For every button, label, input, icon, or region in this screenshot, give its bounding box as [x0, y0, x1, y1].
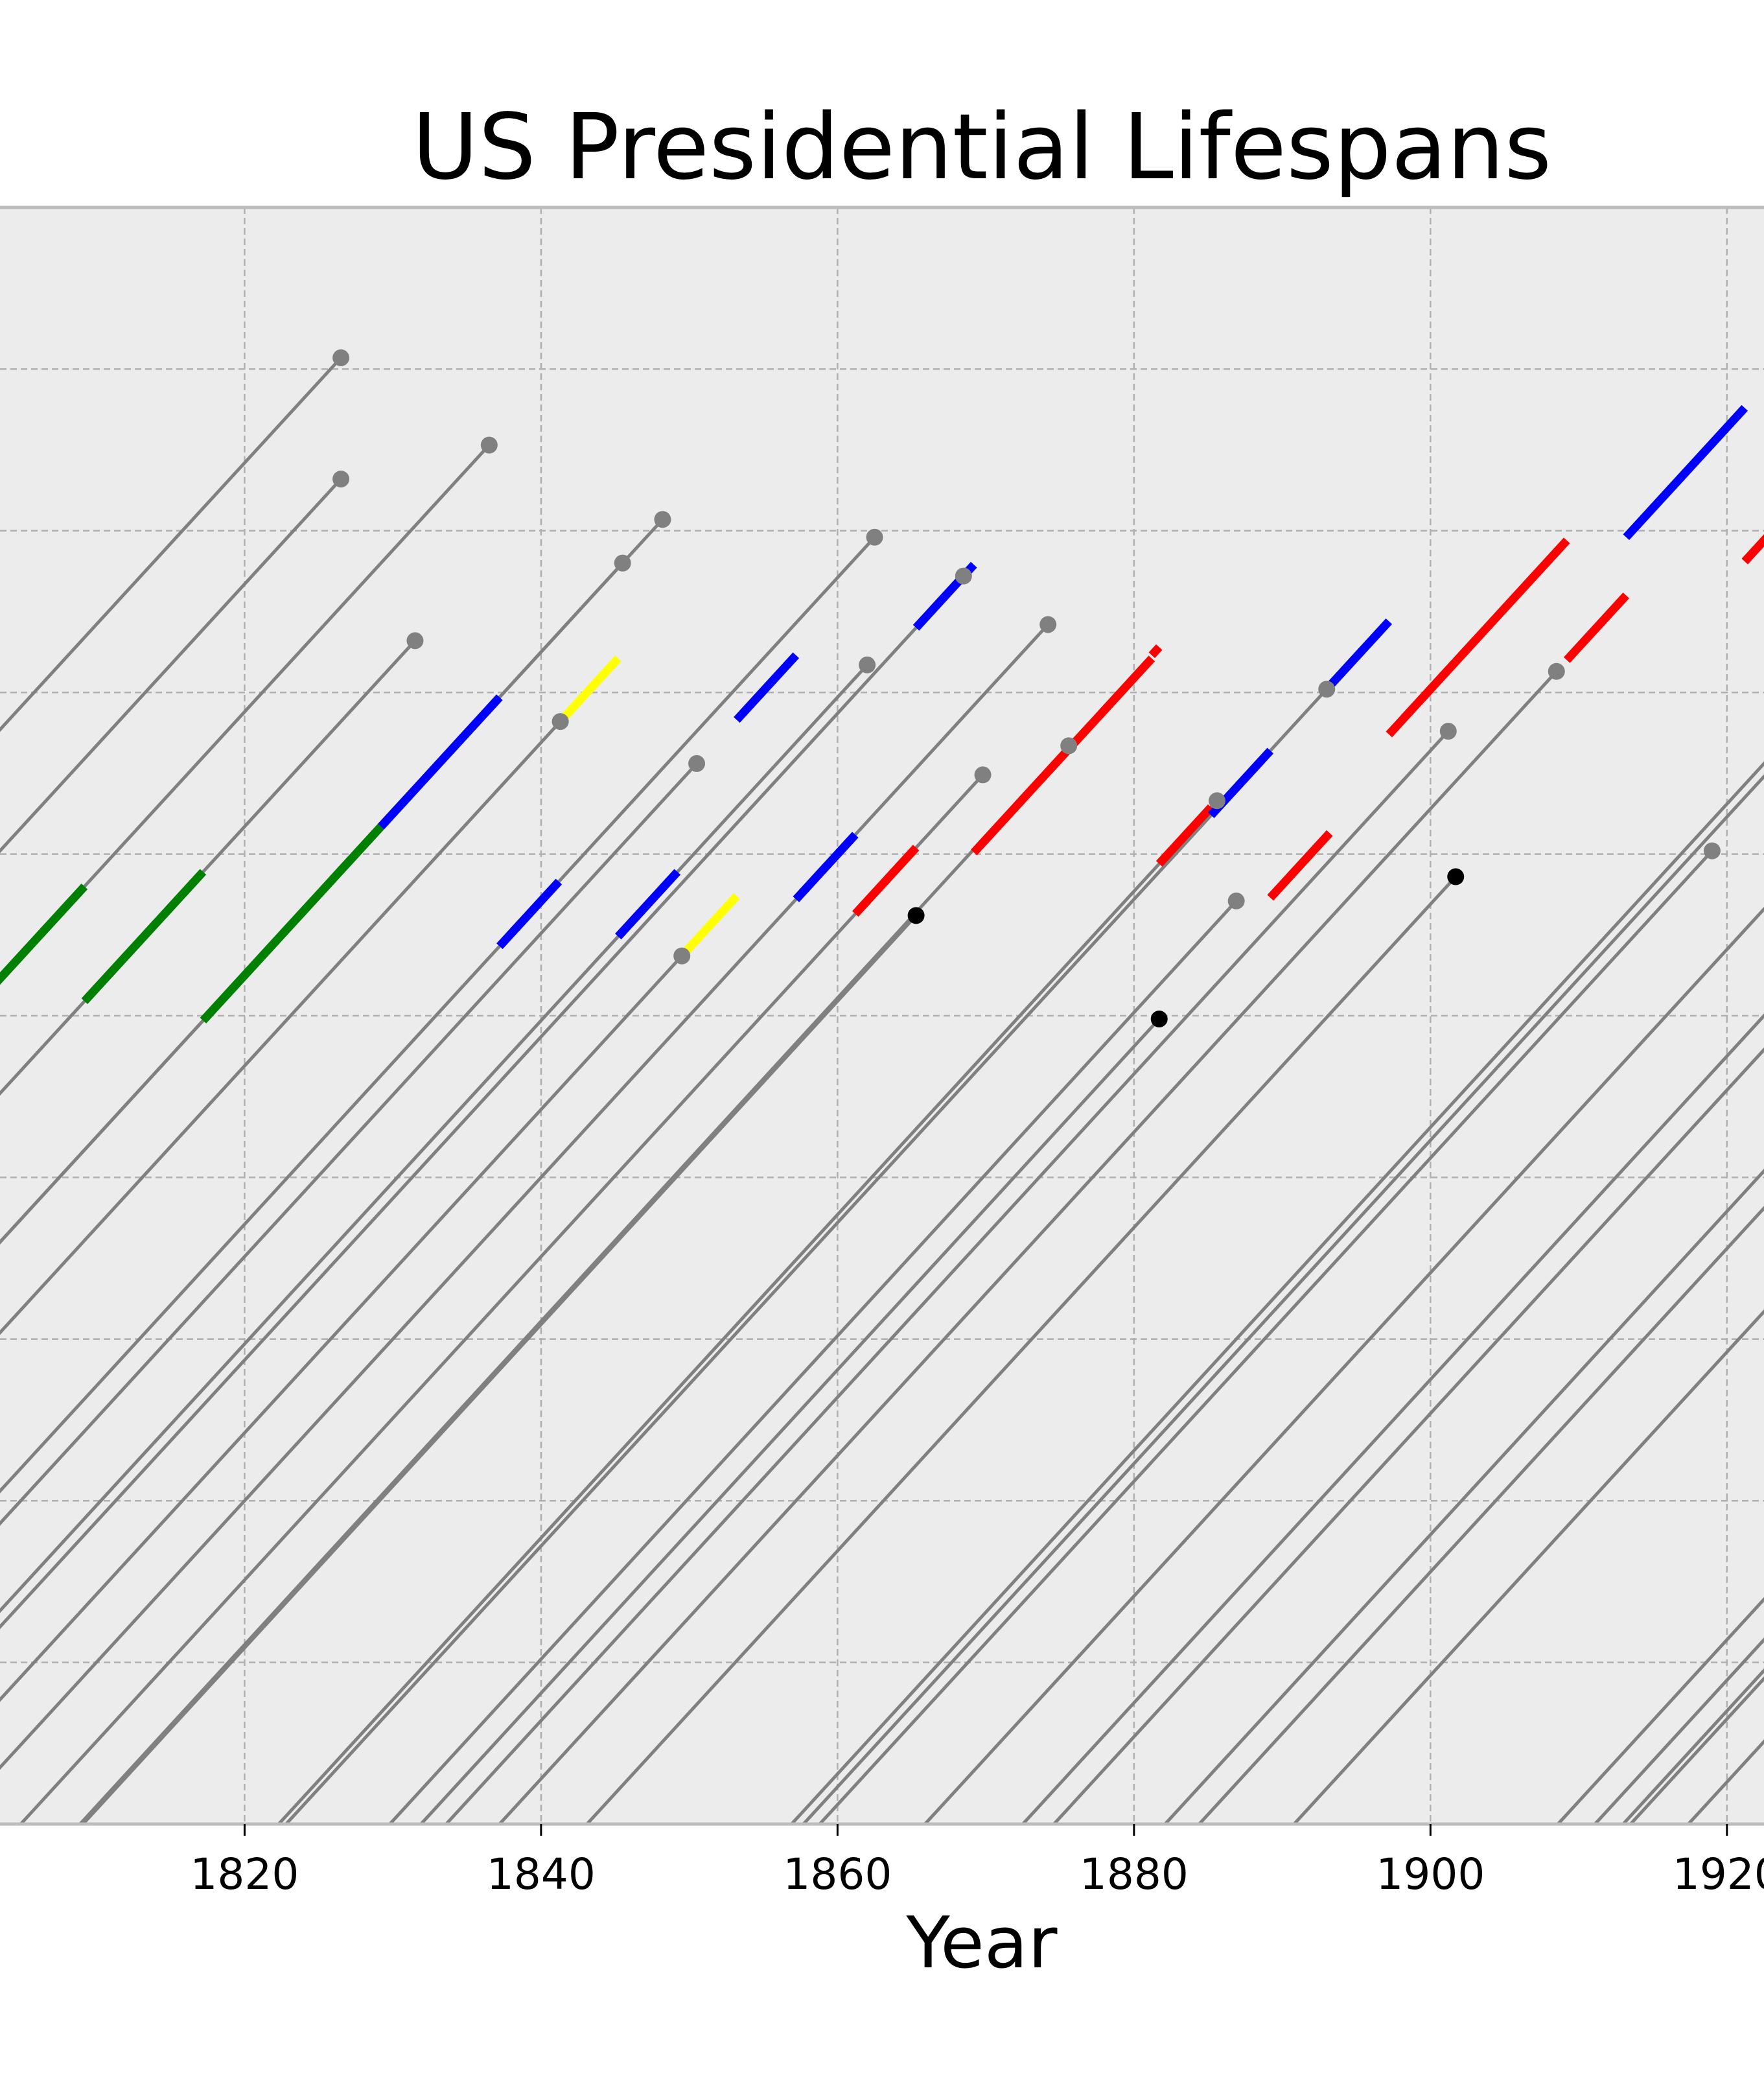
assassination-marker — [907, 907, 925, 924]
term-segment — [81, 869, 207, 1004]
lifespan-line — [1021, 1013, 1764, 1824]
lifespan-line — [0, 574, 965, 1630]
lifespan-line — [0, 443, 491, 981]
term-segment — [557, 655, 621, 725]
term-segment — [734, 652, 800, 723]
term-segment — [1267, 830, 1333, 901]
plot-border — [0, 205, 1764, 1826]
lifespan-line — [0, 639, 417, 1096]
lifespan-line — [0, 762, 698, 1526]
death-marker — [1703, 842, 1721, 860]
chart-title: US Presidential Lifespans — [412, 95, 1552, 200]
lifespan-line — [0, 478, 342, 854]
x-axis-label: Year — [906, 1901, 1058, 1984]
death-marker — [551, 713, 569, 731]
lifespan-line — [0, 955, 684, 1702]
lifespan-line — [82, 914, 918, 1824]
term-segment — [1148, 644, 1163, 659]
lifespan-line — [1198, 1206, 1764, 1824]
death-marker — [955, 567, 972, 585]
term-segment — [1452, 537, 1570, 665]
lifespan-line — [1557, 1597, 1764, 1824]
lifespan-line — [0, 664, 868, 1613]
term-segment — [200, 888, 325, 1024]
death-marker — [1060, 737, 1078, 755]
term-segment — [1089, 655, 1155, 726]
death-marker — [1039, 616, 1057, 633]
assassination-marker — [1150, 1010, 1168, 1027]
term-segment — [496, 878, 563, 950]
lifespan-line — [0, 720, 562, 1335]
lifespan-line — [78, 744, 1071, 1824]
term-segment — [1741, 534, 1764, 565]
lifespan-line — [790, 761, 1764, 1824]
death-marker — [1227, 892, 1245, 909]
lifespan-line — [1293, 1309, 1764, 1824]
term-segment — [1623, 404, 1748, 541]
lifespan-line — [277, 799, 1218, 1824]
death-marker — [654, 511, 671, 528]
death-marker — [614, 554, 631, 572]
lifespan-line — [388, 900, 1238, 1824]
lifespan-line — [419, 1018, 1161, 1824]
death-markers — [332, 349, 1721, 1027]
term-segment — [1155, 804, 1214, 867]
lifespan-line — [284, 688, 1329, 1824]
lifespan-line — [923, 906, 1764, 1824]
lifespan-line — [1052, 1047, 1764, 1824]
term-segment — [0, 884, 88, 985]
death-marker — [673, 947, 691, 965]
lifespan-line — [445, 730, 1450, 1824]
death-marker — [1439, 723, 1457, 740]
x-tick-label: 1900 — [1376, 1849, 1485, 1899]
x-tick-label: 1860 — [783, 1849, 892, 1899]
lifespan-line — [818, 849, 1713, 1824]
term-segment — [378, 694, 503, 830]
term-segment — [1386, 659, 1459, 738]
lifespan-line — [19, 773, 984, 1824]
term-segment — [1327, 618, 1393, 689]
death-marker — [1208, 792, 1225, 810]
term-segment — [793, 832, 859, 902]
term-segment — [1563, 592, 1630, 663]
term-segment — [693, 893, 740, 943]
x-tick-label: 1820 — [190, 1849, 299, 1899]
term-segment — [615, 869, 681, 940]
death-marker — [688, 755, 706, 772]
x-tick-label: 1920 — [1673, 1849, 1764, 1899]
death-marker — [859, 656, 876, 673]
death-marker — [332, 470, 350, 487]
term-segment — [318, 823, 384, 895]
x-axis-ticks: 1820 1840 1860 1880 1900 1920 — [190, 1824, 1764, 1899]
lifespan-line — [0, 623, 1050, 1770]
death-marker — [406, 632, 424, 650]
death-marker — [480, 436, 498, 454]
assassination-marker — [1447, 868, 1465, 885]
lifespan-line — [1164, 1168, 1764, 1824]
lifespan-lines — [0, 357, 1764, 1824]
x-tick-label: 1840 — [487, 1849, 596, 1899]
lifespan-line — [0, 536, 876, 1493]
x-tick-label: 1880 — [1080, 1849, 1189, 1899]
death-marker — [1548, 662, 1565, 680]
death-marker — [332, 349, 350, 366]
death-marker — [1318, 681, 1336, 698]
lifespan-line — [498, 670, 1558, 1824]
lifespan-line — [802, 774, 1764, 1824]
term-segment — [852, 845, 920, 917]
death-marker — [974, 766, 992, 784]
death-marker — [866, 528, 883, 546]
lifespan-line — [0, 357, 342, 732]
lifespan-line — [585, 875, 1457, 1824]
